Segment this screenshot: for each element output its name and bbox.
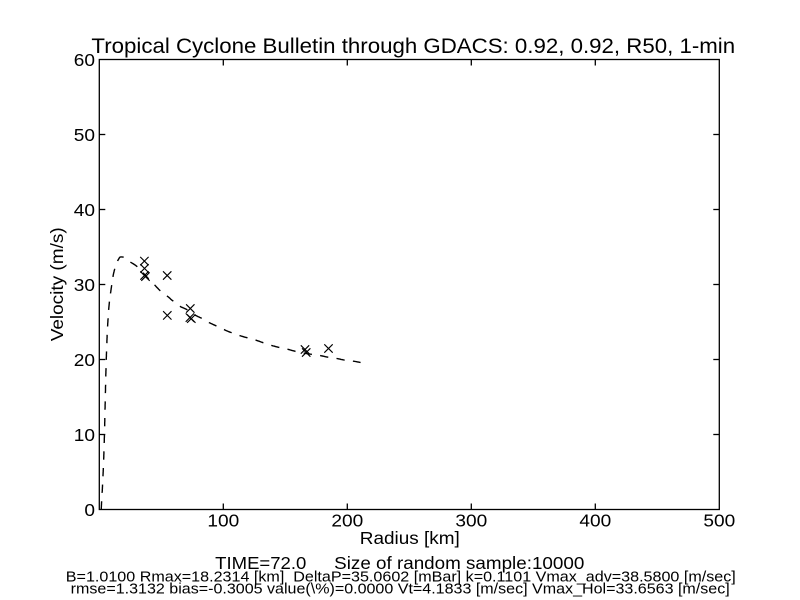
svg-text:40: 40	[74, 200, 95, 220]
svg-text:50: 50	[74, 125, 95, 145]
svg-text:TIME=72.0: TIME=72.0	[215, 553, 306, 573]
svg-text:Velocity (m/s): Velocity (m/s)	[47, 227, 67, 341]
svg-text:Radius [km]: Radius [km]	[360, 528, 460, 548]
svg-text:10: 10	[74, 425, 95, 445]
svg-text:Size of random sample:10000: Size of random sample:10000	[334, 553, 584, 573]
svg-text:300: 300	[455, 511, 487, 531]
svg-text:B=1.0100 Rmax=18.2314 [km] De: B=1.0100 Rmax=18.2314 [km] DeltaP=35.060…	[66, 570, 736, 586]
svg-text:20: 20	[74, 350, 95, 370]
svg-text:Tropical Cyclone Bulletin thro: Tropical Cyclone Bulletin through GDACS:…	[91, 35, 735, 58]
svg-text:500: 500	[703, 511, 735, 531]
svg-text:60: 60	[74, 50, 95, 70]
svg-text:rmse=1.3132 bias=-0.3005 value: rmse=1.3132 bias=-0.3005 value(\%)=0.000…	[71, 582, 730, 598]
svg-text:100: 100	[207, 511, 239, 531]
svg-text:400: 400	[579, 511, 611, 531]
svg-text:200: 200	[331, 511, 363, 531]
svg-text:0: 0	[84, 500, 95, 520]
svg-text:30: 30	[74, 275, 95, 295]
